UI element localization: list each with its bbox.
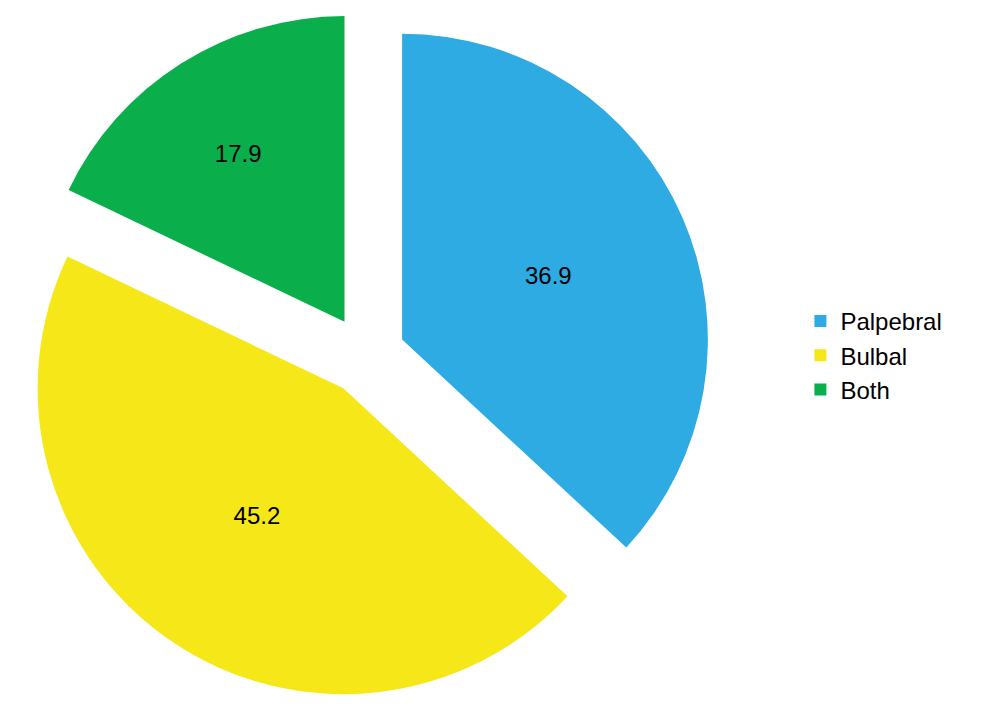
svg-text:36.9: 36.9 bbox=[525, 262, 572, 289]
svg-text:Bulbal: Bulbal bbox=[840, 343, 907, 370]
svg-text:Palpebral: Palpebral bbox=[840, 308, 941, 335]
svg-text:17.9: 17.9 bbox=[215, 140, 262, 167]
svg-text:Both: Both bbox=[840, 377, 889, 404]
svg-text:45.2: 45.2 bbox=[234, 502, 281, 529]
